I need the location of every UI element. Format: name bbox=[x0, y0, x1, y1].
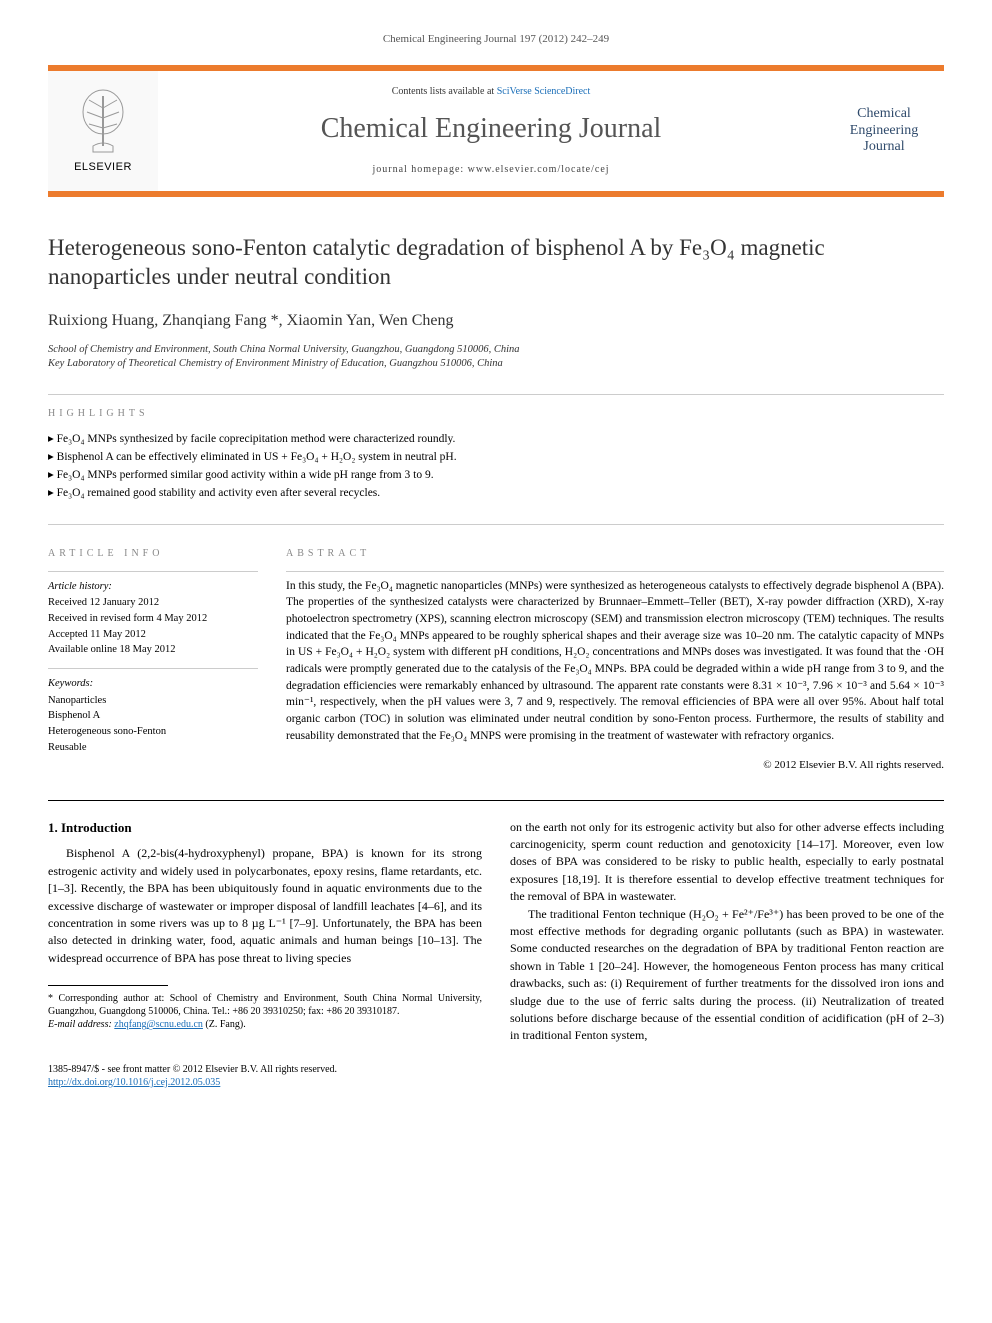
running-header: Chemical Engineering Journal 197 (2012) … bbox=[48, 32, 944, 47]
cover-line: Journal bbox=[863, 139, 904, 156]
highlight-item: Fe₃O₄ MNPs performed similar good activi… bbox=[48, 467, 944, 483]
divider bbox=[48, 571, 258, 572]
masthead: ELSEVIER Contents lists available at Sci… bbox=[48, 65, 944, 196]
journal-cover-thumb: Chemical Engineering Journal bbox=[824, 71, 944, 190]
email-link[interactable]: zhqfang@scnu.edu.cn bbox=[114, 1019, 203, 1030]
affiliation: Key Laboratory of Theoretical Chemistry … bbox=[48, 357, 944, 372]
front-matter-line: 1385-8947/$ - see front matter © 2012 El… bbox=[48, 1063, 944, 1076]
cover-line: Engineering bbox=[850, 123, 918, 140]
article-title: Heterogeneous sono-Fenton catalytic degr… bbox=[48, 233, 944, 293]
footnote-separator bbox=[48, 985, 168, 986]
homepage-url: www.elsevier.com/locate/cej bbox=[468, 164, 610, 175]
abstract-text: In this study, the Fe₃O₄ magnetic nanopa… bbox=[286, 578, 944, 745]
cover-line: Chemical bbox=[857, 106, 911, 123]
intro-paragraph: The traditional Fenton technique (H₂O₂ +… bbox=[510, 906, 944, 1045]
body-columns: 1. Introduction Bisphenol A (2,2-bis(4-h… bbox=[48, 819, 944, 1045]
corresponding-author: * Corresponding author at: School of Che… bbox=[48, 992, 482, 1018]
journal-name: Chemical Engineering Journal bbox=[168, 109, 814, 148]
contents-line: Contents lists available at SciVerse Sci… bbox=[168, 85, 814, 99]
divider bbox=[286, 571, 944, 572]
history-dates: Received 12 January 2012 Received in rev… bbox=[48, 596, 258, 658]
keyword: Bisphenol A bbox=[48, 709, 258, 724]
abstract-label: ABSTRACT bbox=[286, 547, 944, 561]
history-date: Accepted 11 May 2012 bbox=[48, 628, 258, 643]
elsevier-tree-icon bbox=[75, 86, 131, 156]
highlight-item: Fe₃O₄ remained good stability and activi… bbox=[48, 485, 944, 501]
affiliation: School of Chemistry and Environment, Sou… bbox=[48, 343, 944, 358]
keyword: Nanoparticles bbox=[48, 694, 258, 709]
section-divider bbox=[48, 800, 944, 801]
highlight-item: Fe₃O₄ MNPs synthesized by facile copreci… bbox=[48, 431, 944, 447]
keywords-heading: Keywords: bbox=[48, 677, 258, 692]
history-date: Received 12 January 2012 bbox=[48, 596, 258, 611]
article-info-label: ARTICLE INFO bbox=[48, 547, 258, 561]
email-who: (Z. Fang). bbox=[203, 1019, 246, 1030]
keywords-list: Nanoparticles Bisphenol A Heterogeneous … bbox=[48, 694, 258, 756]
highlights-list: Fe₃O₄ MNPs synthesized by facile copreci… bbox=[48, 431, 944, 501]
contents-prefix: Contents lists available at bbox=[392, 86, 497, 97]
homepage-prefix: journal homepage: bbox=[372, 164, 467, 175]
email-label: E-mail address: bbox=[48, 1019, 114, 1030]
homepage-line: journal homepage: www.elsevier.com/locat… bbox=[168, 163, 814, 177]
copyright-line: © 2012 Elsevier B.V. All rights reserved… bbox=[286, 758, 944, 773]
email-line: E-mail address: zhqfang@scnu.edu.cn (Z. … bbox=[48, 1018, 482, 1031]
author-list: Ruixiong Huang, Zhanqiang Fang *, Xiaomi… bbox=[48, 310, 944, 332]
highlights-label: HIGHLIGHTS bbox=[48, 407, 944, 421]
publisher-name: ELSEVIER bbox=[74, 160, 132, 175]
article-info: ARTICLE INFO Article history: Received 1… bbox=[48, 547, 258, 774]
intro-heading: 1. Introduction bbox=[48, 819, 482, 838]
intro-paragraph: Bisphenol A (2,2-bis(4-hydroxyphenyl) pr… bbox=[48, 845, 482, 967]
divider bbox=[48, 394, 944, 395]
info-abstract-row: ARTICLE INFO Article history: Received 1… bbox=[48, 547, 944, 774]
doi-link[interactable]: http://dx.doi.org/10.1016/j.cej.2012.05.… bbox=[48, 1077, 220, 1088]
keyword: Reusable bbox=[48, 741, 258, 756]
highlight-item: Bisphenol A can be effectively eliminate… bbox=[48, 449, 944, 465]
history-date: Available online 18 May 2012 bbox=[48, 643, 258, 658]
footer-meta: 1385-8947/$ - see front matter © 2012 El… bbox=[48, 1063, 944, 1089]
history-date: Received in revised form 4 May 2012 bbox=[48, 612, 258, 627]
divider bbox=[48, 668, 258, 669]
abstract-block: ABSTRACT In this study, the Fe₃O₄ magnet… bbox=[286, 547, 944, 774]
divider bbox=[48, 524, 944, 525]
intro-paragraph: on the earth not only for its estrogenic… bbox=[510, 819, 944, 906]
sciencedirect-link[interactable]: SciVerse ScienceDirect bbox=[497, 86, 591, 97]
keyword: Heterogeneous sono-Fenton bbox=[48, 725, 258, 740]
history-heading: Article history: bbox=[48, 580, 258, 595]
masthead-center: Contents lists available at SciVerse Sci… bbox=[158, 71, 824, 190]
publisher-block: ELSEVIER bbox=[48, 71, 158, 190]
highlights-section: HIGHLIGHTS Fe₃O₄ MNPs synthesized by fac… bbox=[48, 407, 944, 501]
